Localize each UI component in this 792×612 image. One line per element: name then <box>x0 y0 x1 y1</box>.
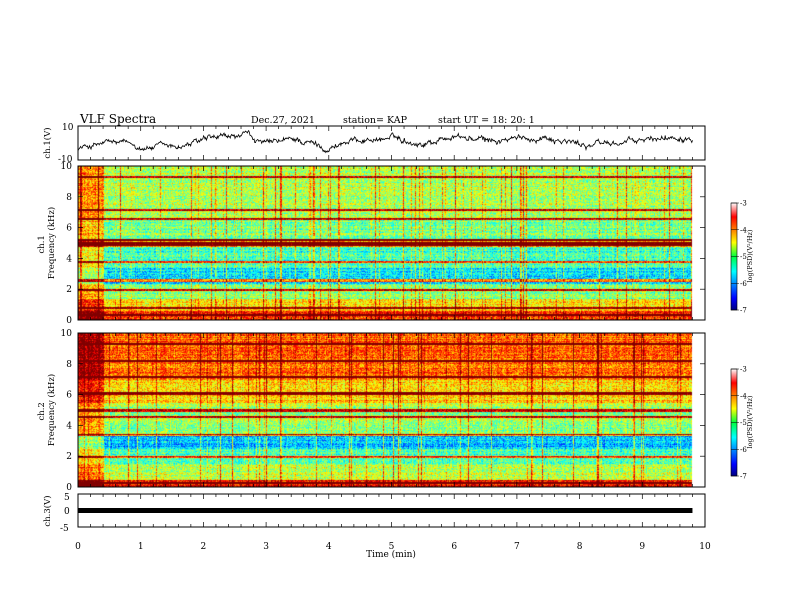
frequency-tick-label: 0 <box>66 483 72 493</box>
time-tick-label: 0 <box>75 542 81 552</box>
ch3-waveform-ticks <box>77 494 706 527</box>
time-tick-label: 4 <box>326 542 332 552</box>
ch2-spectrogram-image <box>78 333 705 487</box>
time-tick-label: 2 <box>201 542 207 552</box>
time-tick-label: 6 <box>451 542 457 552</box>
ch2-frequency-tick-labels: 0 2 4 6 8 10 <box>61 329 705 493</box>
frequency-tick-label: 8 <box>66 193 72 203</box>
ch1-colorbar-ticks: -3 -4 -5 -6 -7 <box>731 200 747 315</box>
station-label: station= KAP <box>343 115 408 126</box>
colorbar-tick-label: -7 <box>740 307 747 315</box>
time-tick-label: 9 <box>639 542 645 552</box>
ch3-waveform-panel: 5 0 -5 ch.3(V) <box>42 493 706 534</box>
time-tick-label: 8 <box>577 542 583 552</box>
frequency-tick-label: 2 <box>66 285 72 295</box>
frequency-tick-label: 6 <box>66 391 72 401</box>
frequency-tick-label: 0 <box>66 316 72 326</box>
ch1-spectrogram-ticks <box>77 166 706 320</box>
frequency-tick-label: 2 <box>66 452 72 462</box>
frequency-tick-label: 8 <box>66 360 72 370</box>
ch2-spectrogram-ticks <box>77 333 706 487</box>
ch1-waveform-ticks <box>77 126 706 160</box>
colorbar-tick-label: -5 <box>740 253 747 261</box>
ch3-ytick-top: 5 <box>64 493 70 503</box>
ch3-ytick-bottom: -5 <box>60 524 69 534</box>
colorbar-tick-label: -6 <box>740 280 747 288</box>
figure-title: VLF Spectra <box>79 112 156 126</box>
ch1-ytick-bottom: -10 <box>58 155 73 165</box>
time-axis-label: Time (min) <box>366 549 416 560</box>
colorbar-tick-label: -4 <box>740 392 747 400</box>
time-tick-label: 1 <box>138 542 144 552</box>
colorbar-tick-label: -7 <box>740 473 747 481</box>
frequency-tick-label: 10 <box>61 329 73 339</box>
ch1-spectrogram-image <box>78 166 705 320</box>
ch3-ytick-middle: 0 <box>64 507 70 517</box>
colorbar-tick-label: -6 <box>740 446 747 454</box>
ch2-colorbar-ticks: -3 -4 -5 -6 -7 <box>731 366 747 481</box>
colorbar-tick-label: -3 <box>740 200 747 208</box>
ch1-ylabel-line1: ch.1 <box>37 235 47 253</box>
time-axis-tick-labels: 0 1 2 3 4 5 6 7 8 9 10 <box>75 542 711 552</box>
ch1-waveform-trace <box>77 129 693 154</box>
ch1-ylabel-line2: Frequency (kHz) <box>46 207 57 279</box>
frequency-tick-label: 4 <box>66 421 72 431</box>
time-tick-label: 5 <box>389 542 395 552</box>
ch1-waveform-ylabel: ch.1(V) <box>42 127 53 158</box>
ch1-waveform-frame <box>77 125 706 161</box>
colorbar-tick-label: -4 <box>740 226 747 234</box>
ch3-waveform-ylabel: ch.3(V) <box>42 495 53 526</box>
ch2-spectrogram-ylabel: ch.2 Frequency (kHz) <box>37 374 57 446</box>
frequency-tick-label: 10 <box>61 162 73 172</box>
ch1-frequency-tick-labels: 0 2 4 6 8 10 <box>61 162 705 326</box>
ch1-spectrogram-ylabel: ch.1 Frequency (kHz) <box>37 207 57 279</box>
frequency-tick-label: 6 <box>66 224 72 234</box>
ch2-ylabel-line1: ch.2 <box>37 402 47 420</box>
ch1-colorbar-label: log(PSD)(V²/Hz) <box>746 229 754 282</box>
time-tick-label: 7 <box>514 542 520 552</box>
ch2-colorbar-label: log(PSD)(V²/Hz) <box>746 395 754 448</box>
start-time-label: start UT = 18: 20: 1 <box>438 115 535 126</box>
date-label: Dec.27, 2021 <box>251 115 315 126</box>
colorbar-tick-label: -3 <box>740 366 747 374</box>
ch1-ytick-top: 10 <box>62 123 74 133</box>
colorbar-tick-label: -5 <box>740 419 747 427</box>
time-tick-label: 3 <box>263 542 269 552</box>
ch1-waveform-panel: 10 -10 ch.1(V) <box>42 123 706 165</box>
ch2-ylabel-line2: Frequency (kHz) <box>46 374 57 446</box>
frequency-tick-label: 4 <box>66 254 72 264</box>
time-tick-label: 10 <box>699 542 711 552</box>
